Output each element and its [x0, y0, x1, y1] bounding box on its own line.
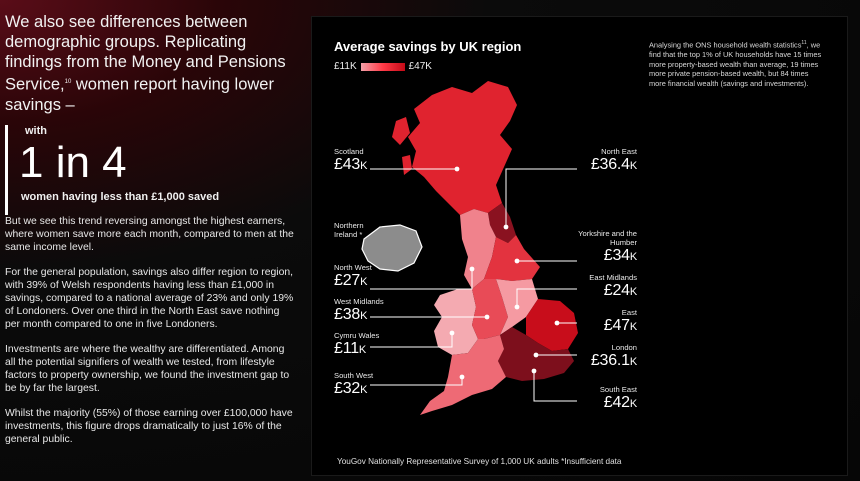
uk-region-map [361, 81, 578, 415]
label-south-east: South East £42K [599, 385, 637, 411]
label-wales: Cymru Wales £11K [334, 331, 380, 357]
legend-min: £11K [334, 61, 357, 72]
dot-wales [449, 330, 455, 336]
paragraph-3: Investments are where the wealthy are di… [5, 343, 290, 394]
dot-south-east [531, 368, 537, 374]
label-east: East £47K [603, 308, 637, 334]
leader-north-east [505, 168, 577, 227]
region-yorkshire[interactable] [484, 235, 540, 281]
intro-text: We also see differences between demograp… [5, 13, 286, 114]
dot-west-midlands [484, 314, 490, 320]
map-title: Average savings by UK region [334, 39, 522, 54]
dot-south-west [459, 374, 465, 380]
savings-map-panel: Average savings by UK region £11K £47K A… [311, 16, 848, 476]
label-north-west: North West £27K [334, 263, 372, 289]
label-northern-ireland: Northern Ireland * [334, 221, 364, 239]
leader-east-midlands [516, 288, 577, 307]
label-yorkshire: Yorkshire and the Humber £34K [578, 229, 637, 264]
region-northern-ireland[interactable] [361, 224, 423, 272]
label-london: London £36.1K [590, 343, 637, 369]
leader-south-east [533, 371, 577, 402]
callout-with: with [25, 124, 47, 137]
label-east-midlands: East Midlands £24K [589, 273, 637, 299]
region-scotland[interactable] [408, 81, 517, 215]
region-west-midlands[interactable] [472, 279, 508, 339]
callout-subtext: women having less than £1,000 saved [21, 190, 220, 203]
source-footer: YouGov Nationally Representative Survey … [337, 457, 622, 466]
article-column: We also see differences between demograp… [5, 12, 295, 446]
map-legend: £11K £47K [334, 61, 432, 72]
label-scotland: Scotland £43K [334, 147, 368, 173]
paragraph-2: For the general population, savings also… [5, 266, 294, 330]
dot-london [533, 352, 539, 358]
dot-yorkshire [514, 258, 520, 264]
dot-east-midlands [514, 304, 520, 310]
region-east[interactable] [526, 299, 578, 351]
dot-scotland [454, 166, 460, 172]
dot-north-east [503, 224, 509, 230]
paragraph-1: But we see this trend reversing amongst … [5, 215, 294, 253]
callout-stat: 1 in 4 [19, 137, 127, 187]
dot-east [554, 320, 560, 326]
label-north-east: North East £36.4K [590, 147, 637, 173]
legend-gradient [360, 62, 405, 71]
label-west-midlands: West Midlands £38K [334, 297, 384, 323]
region-wales[interactable] [434, 289, 478, 355]
legend-max: £47K [408, 61, 432, 72]
leader-lines [370, 168, 577, 402]
paragraph-4: Whilst the majority (55%) of those earni… [5, 407, 293, 445]
region-north-west[interactable] [460, 209, 496, 289]
region-scotland-islands [392, 117, 412, 175]
leader-south-west [370, 377, 463, 386]
leader-dots [449, 166, 560, 380]
leader-north-west [370, 269, 473, 290]
leader-wales [370, 333, 453, 348]
stat-callout: with 1 in 4 women having less than £1,00… [5, 124, 295, 215]
region-north-east[interactable] [488, 203, 516, 243]
side-note: Analysing the ONS household wealth stati… [649, 40, 822, 88]
dot-north-west [469, 266, 475, 272]
callout-bar [5, 124, 8, 215]
label-south-west: South West £32K [334, 371, 374, 397]
